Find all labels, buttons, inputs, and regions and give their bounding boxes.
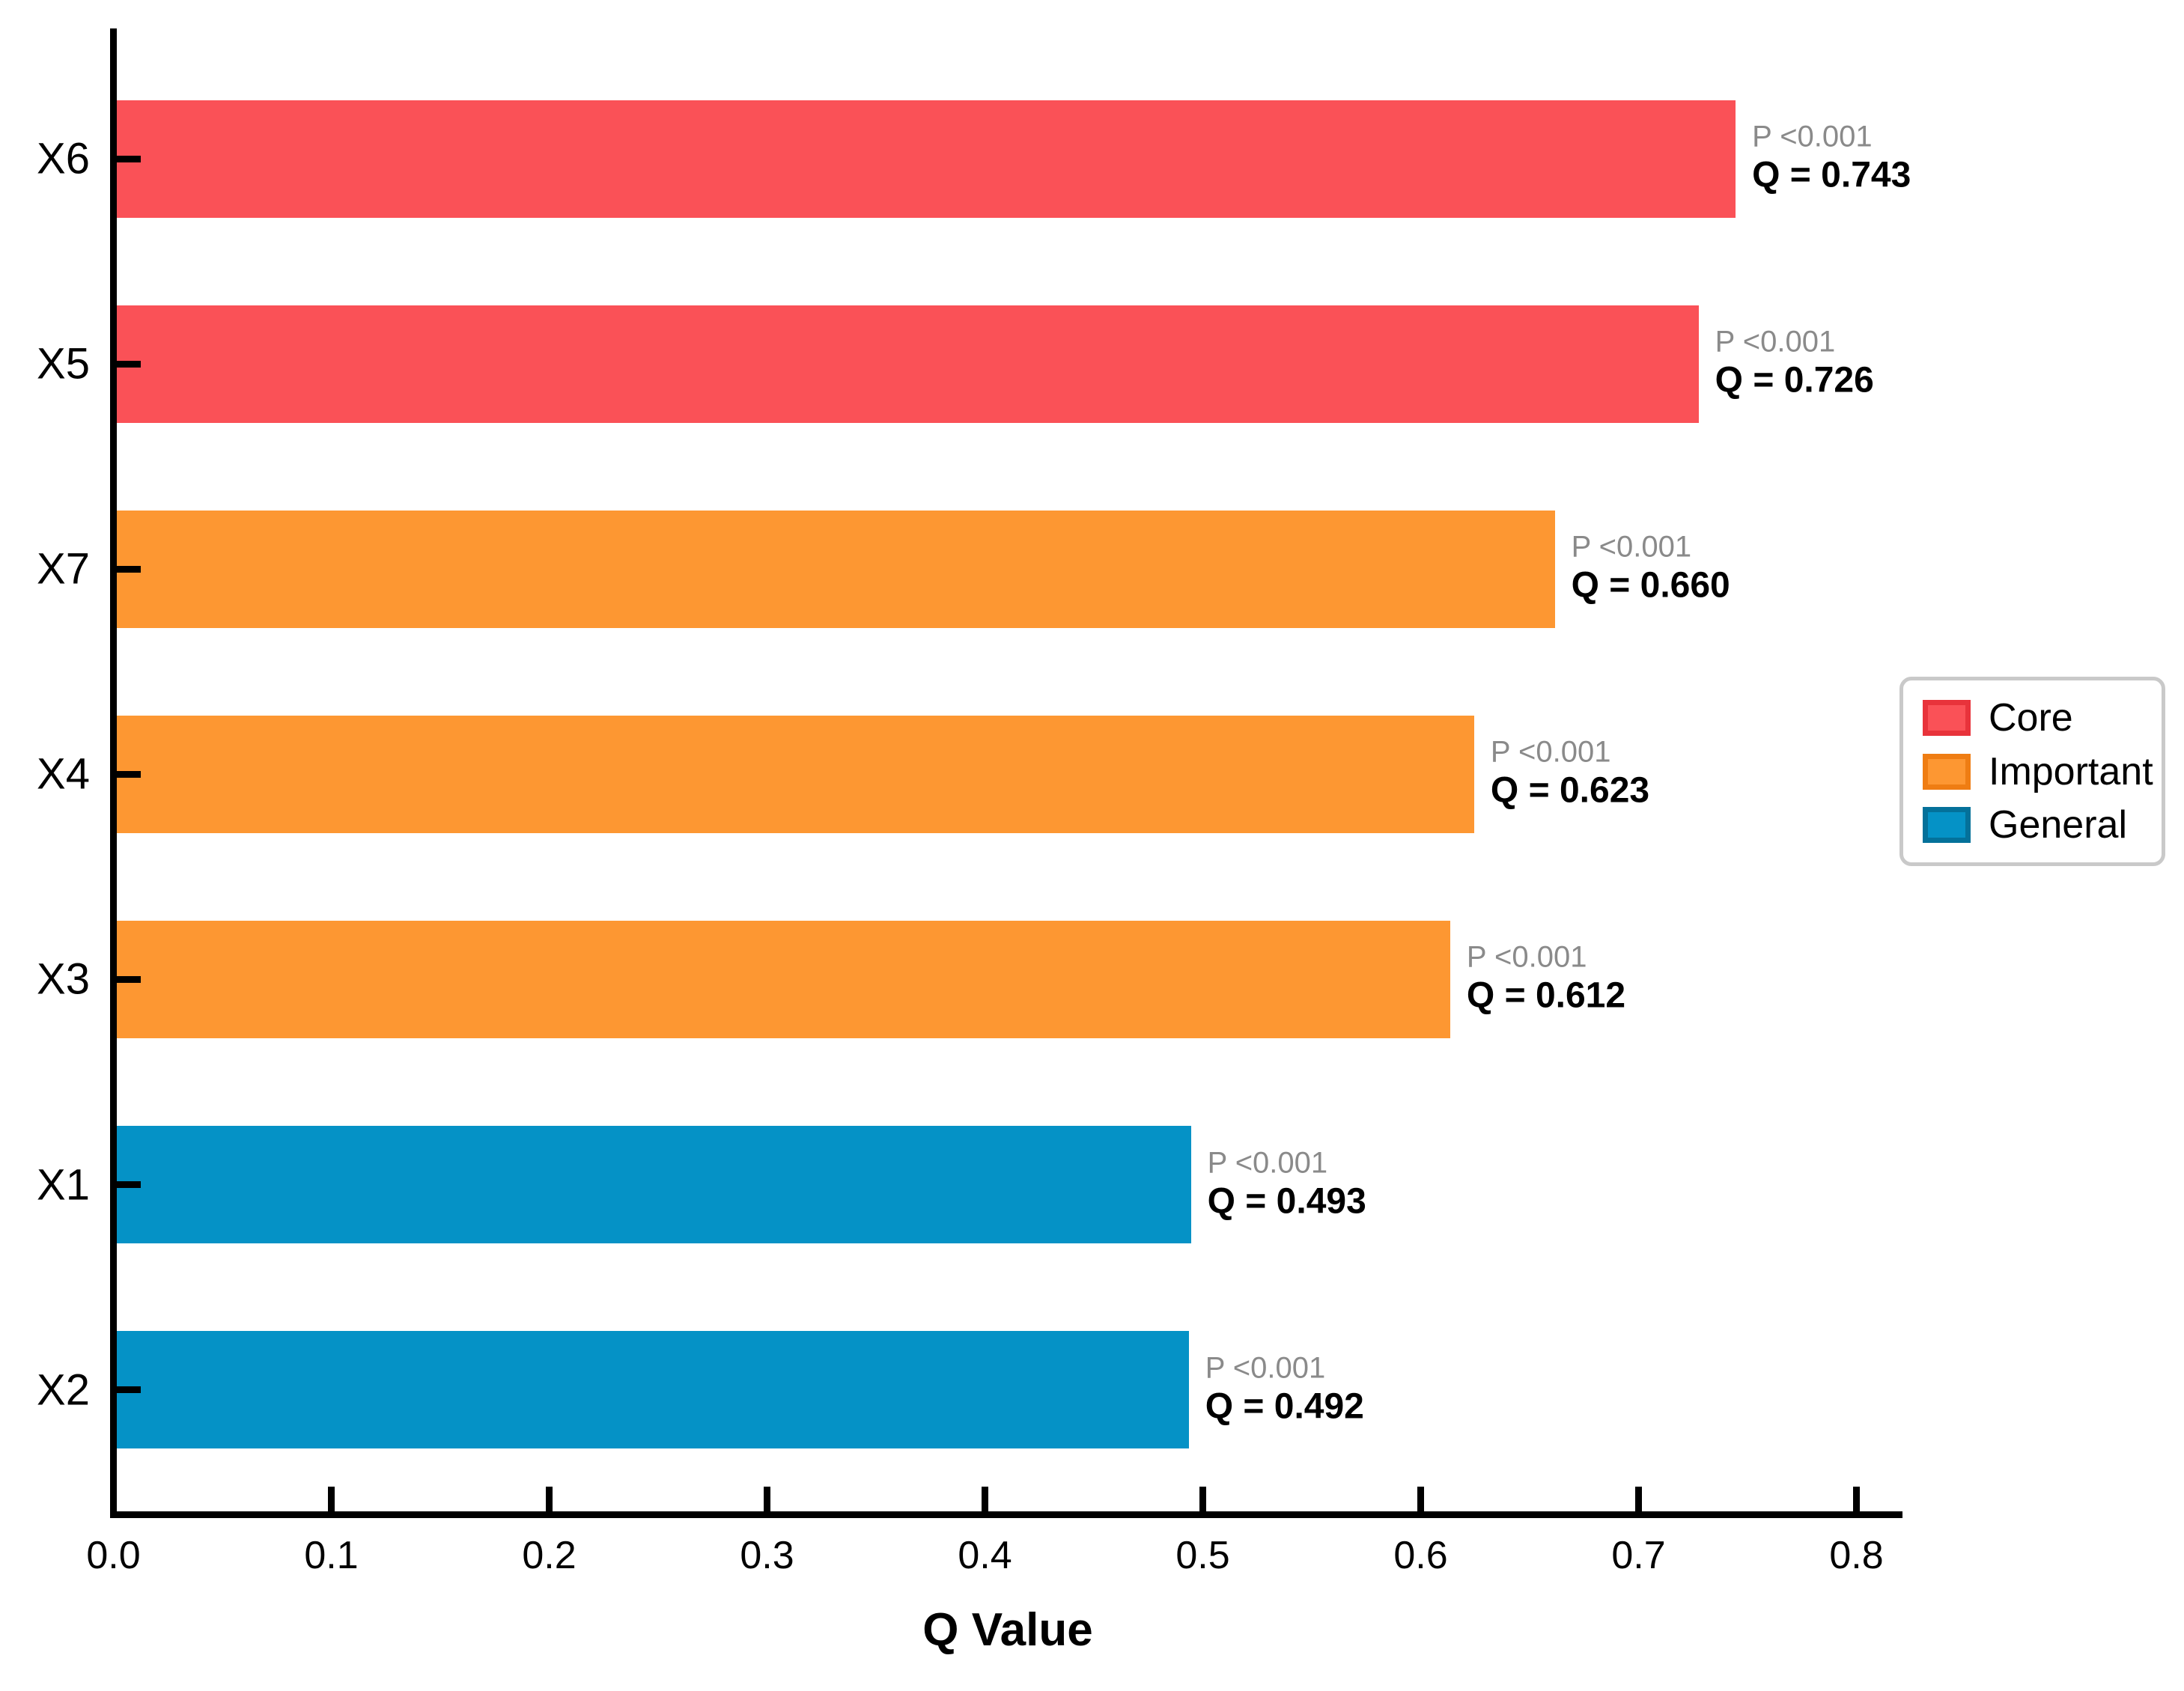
bar-annotation-x4: P <0.001 Q = 0.623 xyxy=(1491,734,1649,811)
bar-x4 xyxy=(117,715,1474,833)
x-axis-title: Q Value xyxy=(922,1604,1093,1656)
bar-annotation-x6: P <0.001 Q = 0.743 xyxy=(1752,118,1911,195)
bar-annotation-x3: P <0.001 Q = 0.612 xyxy=(1467,939,1625,1017)
q-value-label: Q = 0.612 xyxy=(1466,975,1626,1016)
category-label-x5: X5 xyxy=(37,339,90,389)
y-axis-tick xyxy=(110,770,141,778)
x-axis-tick xyxy=(982,1487,988,1511)
x-axis-tick-label: 0.3 xyxy=(740,1534,794,1577)
y-axis-tick xyxy=(110,1181,141,1188)
legend: Core Important General xyxy=(1899,677,2165,866)
q-value-label: Q = 0.660 xyxy=(1571,565,1730,606)
x-axis-tick xyxy=(1635,1487,1642,1511)
legend-label: General xyxy=(1989,803,2127,847)
p-value-label: P <0.001 xyxy=(1490,735,1611,769)
x-axis-line xyxy=(110,1511,1902,1518)
y-axis-tick xyxy=(110,975,141,983)
p-value-label: P <0.001 xyxy=(1466,940,1587,974)
x-axis-tick xyxy=(1199,1487,1206,1511)
bar-x3 xyxy=(117,920,1450,1038)
legend-label: Core xyxy=(1989,695,2073,740)
legend-swatch-general xyxy=(1923,807,1971,844)
x-axis-tick xyxy=(764,1487,770,1511)
bar-x5 xyxy=(117,305,1699,423)
x-axis-tick-label: 0.7 xyxy=(1611,1534,1666,1577)
x-axis-tick-label: 0.5 xyxy=(1175,1534,1230,1577)
x-axis-tick-label: 0.4 xyxy=(958,1534,1012,1577)
p-value-label: P <0.001 xyxy=(1205,1350,1326,1384)
bar-annotation-x7: P <0.001 Q = 0.660 xyxy=(1572,529,1730,606)
category-label-x7: X7 xyxy=(37,544,90,594)
legend-row-core: Core xyxy=(1923,695,2162,740)
y-axis-tick xyxy=(110,565,141,573)
x-axis-tick xyxy=(1417,1487,1424,1511)
category-label-x2: X2 xyxy=(37,1365,90,1415)
bar-x7 xyxy=(117,510,1555,628)
bar-annotation-x5: P <0.001 Q = 0.726 xyxy=(1715,323,1874,400)
x-axis-tick xyxy=(546,1487,553,1511)
x-axis-tick-label: 0.6 xyxy=(1393,1534,1448,1577)
legend-swatch-core xyxy=(1923,699,1971,736)
bar-annotation-x2: P <0.001 Q = 0.492 xyxy=(1205,1350,1364,1427)
x-axis-tick-label: 0.1 xyxy=(304,1534,359,1577)
legend-row-general: General xyxy=(1923,802,2162,847)
p-value-label: P <0.001 xyxy=(1715,325,1836,359)
q-value-label: Q = 0.492 xyxy=(1205,1386,1364,1426)
y-axis-tick xyxy=(110,360,141,368)
p-value-label: P <0.001 xyxy=(1752,120,1873,153)
legend-label: Important xyxy=(1989,749,2153,793)
x-axis-tick xyxy=(1853,1487,1860,1511)
bar-x2 xyxy=(117,1331,1189,1449)
legend-row-important: Important xyxy=(1923,749,2162,794)
x-axis-tick xyxy=(328,1487,335,1511)
q-value-label: Q = 0.623 xyxy=(1490,770,1650,811)
legend-swatch-important xyxy=(1923,753,1971,790)
bar-annotation-x1: P <0.001 Q = 0.493 xyxy=(1208,1145,1366,1222)
y-axis-tick xyxy=(110,155,141,162)
q-value-label: Q = 0.743 xyxy=(1752,155,1911,195)
x-axis-tick-label: 0.2 xyxy=(522,1534,577,1577)
y-axis-tick xyxy=(110,1386,141,1394)
category-label-x6: X6 xyxy=(37,134,90,183)
q-value-label: Q = 0.726 xyxy=(1715,360,1874,400)
x-axis-tick-label: 0.8 xyxy=(1829,1534,1884,1577)
bar-x1 xyxy=(117,1126,1191,1243)
x-axis-tick-label: 0.0 xyxy=(86,1534,141,1577)
category-label-x3: X3 xyxy=(37,954,90,1004)
p-value-label: P <0.001 xyxy=(1207,1145,1328,1179)
bar-x6 xyxy=(117,100,1736,218)
category-label-x4: X4 xyxy=(37,749,90,799)
p-value-label: P <0.001 xyxy=(1571,530,1692,564)
category-label-x1: X1 xyxy=(37,1160,90,1209)
x-axis-tick xyxy=(110,1487,117,1511)
q-value-label: Q = 0.493 xyxy=(1207,1180,1366,1221)
